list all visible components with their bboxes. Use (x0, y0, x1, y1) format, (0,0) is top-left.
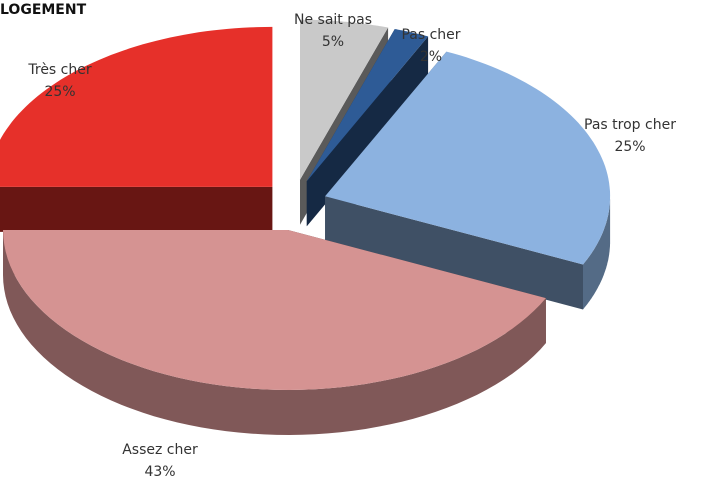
slice (3, 230, 546, 390)
slice-value-label: 25% (614, 139, 645, 155)
slice-value-label: 5% (322, 34, 344, 50)
slice-label: Pas trop cher (584, 117, 676, 133)
slice-value-label: 25% (44, 84, 75, 100)
slice-value-label: 43% (144, 464, 175, 480)
slice-wall (3, 230, 546, 435)
slice-value-label: 2% (420, 49, 442, 65)
slice (300, 19, 389, 180)
slice-side (306, 36, 429, 227)
slice-label: Très cher (27, 62, 91, 78)
slice (325, 51, 611, 265)
slice-label: Pas cher (401, 27, 460, 43)
slice-side (0, 186, 273, 232)
chart-title: LOGEMENT (0, 2, 87, 18)
slice-wall (583, 196, 611, 310)
slice-label: Assez cher (122, 442, 198, 458)
slice (0, 26, 273, 187)
slice-label: Ne sait pas (294, 12, 372, 28)
slice-side (325, 196, 583, 310)
slice (306, 29, 429, 182)
